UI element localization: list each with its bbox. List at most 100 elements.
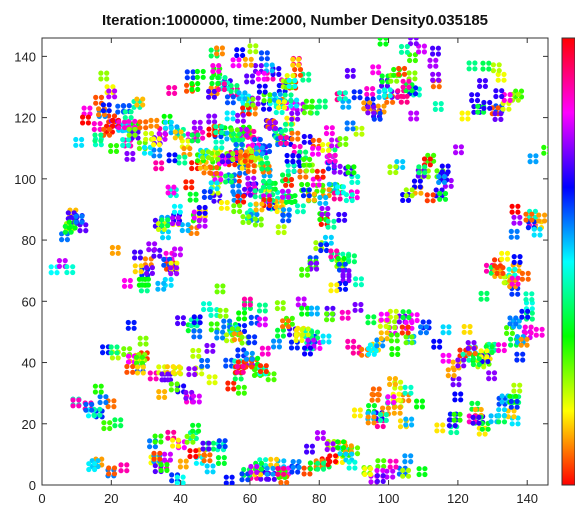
data-point [507, 315, 519, 327]
data-point [260, 178, 272, 190]
data-point [122, 109, 134, 121]
data-point [144, 265, 155, 276]
data-point [108, 344, 120, 356]
data-point [80, 114, 91, 126]
data-point [194, 129, 206, 141]
data-point [171, 203, 183, 215]
data-point [214, 45, 225, 57]
data-point [495, 71, 507, 83]
data-point [134, 96, 146, 108]
data-point [153, 160, 165, 172]
data-point [319, 205, 331, 217]
data-point [259, 160, 271, 172]
data-point [398, 43, 410, 55]
data-point [121, 277, 133, 289]
data-point [418, 324, 429, 336]
data-point [301, 133, 313, 145]
data-point [100, 102, 112, 114]
data-point [408, 110, 420, 122]
y-tick-label: 80 [22, 233, 36, 248]
chart-title: Iteration:1000000, time:2000, Number Den… [102, 12, 488, 29]
data-point [509, 275, 521, 287]
data-point [541, 144, 548, 156]
data-point [346, 459, 358, 471]
data-point [183, 179, 195, 191]
y-tick-label: 60 [22, 294, 36, 309]
data-point [452, 391, 464, 403]
data-point [241, 296, 253, 308]
data-point [252, 216, 264, 228]
data-point [209, 75, 221, 87]
data-point [411, 178, 423, 190]
data-point [310, 145, 321, 157]
data-point [194, 68, 206, 80]
data-point [278, 134, 290, 146]
data-point [337, 136, 349, 147]
x-tick-label: 60 [243, 491, 257, 506]
data-point [217, 307, 229, 319]
y-tick-label: 40 [22, 356, 36, 371]
data-point [523, 211, 535, 223]
data-point [206, 374, 218, 386]
y-tick-label: 100 [14, 172, 36, 187]
data-point [387, 308, 399, 320]
data-point [523, 291, 535, 303]
data-point [533, 326, 545, 338]
data-point [258, 50, 270, 62]
data-point [206, 88, 217, 100]
data-point [480, 60, 492, 72]
data-point [137, 119, 149, 131]
data-point [256, 316, 268, 328]
data-point [170, 364, 182, 376]
data-point [461, 323, 473, 335]
data-point [120, 137, 132, 148]
data-point [200, 440, 212, 452]
data-point [92, 132, 104, 144]
data-point [326, 152, 338, 164]
data-point [351, 89, 363, 101]
data-point [242, 56, 254, 68]
data-point [244, 96, 256, 108]
x-tick-label: 20 [104, 491, 118, 506]
data-point [240, 214, 252, 225]
data-point [365, 314, 377, 326]
data-point [327, 453, 339, 465]
data-point [155, 280, 167, 292]
data-point [48, 264, 60, 276]
data-point [143, 130, 155, 142]
data-point [337, 90, 348, 102]
data-point [303, 98, 315, 110]
data-point [230, 57, 242, 69]
data-point [216, 438, 228, 450]
data-point [495, 342, 507, 354]
data-point [353, 276, 364, 288]
data-point [235, 112, 246, 124]
data-point [190, 347, 202, 359]
data-point [329, 137, 341, 149]
data-point [219, 153, 231, 165]
data-point [432, 101, 444, 112]
data-point [73, 136, 85, 148]
data-point [314, 168, 326, 180]
data-point [280, 318, 291, 330]
data-point [196, 217, 208, 229]
data-point [301, 156, 313, 168]
data-point [137, 335, 149, 347]
data-point [259, 345, 271, 357]
data-point [243, 350, 255, 362]
data-point [364, 86, 376, 97]
data-point [73, 213, 85, 225]
data-point [511, 254, 523, 265]
data-point [245, 175, 257, 187]
data-point [201, 189, 213, 200]
data-point [351, 407, 363, 419]
data-point [187, 448, 199, 460]
data-point [160, 229, 171, 241]
data-point [133, 354, 145, 366]
data-point [264, 465, 276, 477]
colorbar [561, 37, 575, 486]
data-point [478, 290, 490, 302]
data-point [343, 192, 355, 204]
data-point [234, 363, 246, 375]
